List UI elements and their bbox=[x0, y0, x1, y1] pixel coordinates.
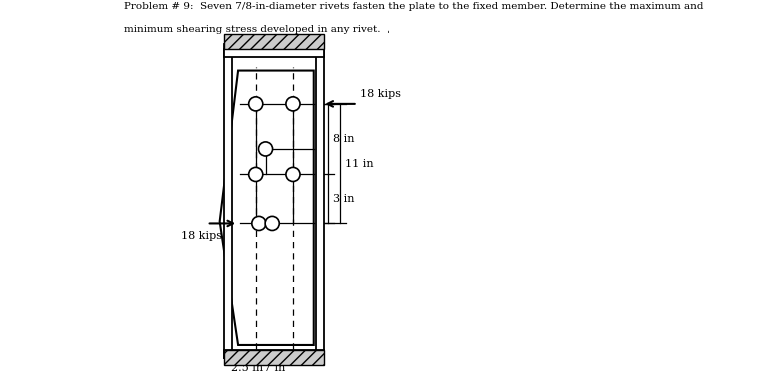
Text: Problem # 9:  Seven 7/8-in-diameter rivets fasten the plate to the fixed member.: Problem # 9: Seven 7/8-in-diameter rivet… bbox=[125, 2, 704, 11]
Text: 7 in: 7 in bbox=[264, 363, 285, 374]
Text: 8 in: 8 in bbox=[333, 134, 355, 144]
Circle shape bbox=[258, 142, 272, 156]
Text: 18 kips: 18 kips bbox=[360, 89, 401, 99]
Bar bbox=[224, 44, 232, 358]
Bar bbox=[316, 44, 325, 358]
Circle shape bbox=[286, 97, 300, 111]
Text: 18 kips: 18 kips bbox=[181, 231, 222, 241]
Bar bbox=[224, 350, 324, 365]
Circle shape bbox=[251, 216, 266, 230]
Circle shape bbox=[248, 97, 263, 111]
Text: minimum shearing stress developed in any rivet.  ˌ: minimum shearing stress developed in any… bbox=[125, 25, 391, 34]
Polygon shape bbox=[220, 71, 314, 345]
Bar bbox=[224, 350, 325, 358]
Circle shape bbox=[286, 167, 300, 181]
Bar bbox=[224, 49, 325, 57]
Text: 11 in: 11 in bbox=[345, 159, 373, 169]
Circle shape bbox=[265, 216, 279, 230]
Text: 3 in: 3 in bbox=[333, 194, 355, 204]
Bar bbox=[224, 34, 324, 49]
Text: 2.5 in: 2.5 in bbox=[231, 363, 263, 374]
Circle shape bbox=[248, 167, 263, 181]
